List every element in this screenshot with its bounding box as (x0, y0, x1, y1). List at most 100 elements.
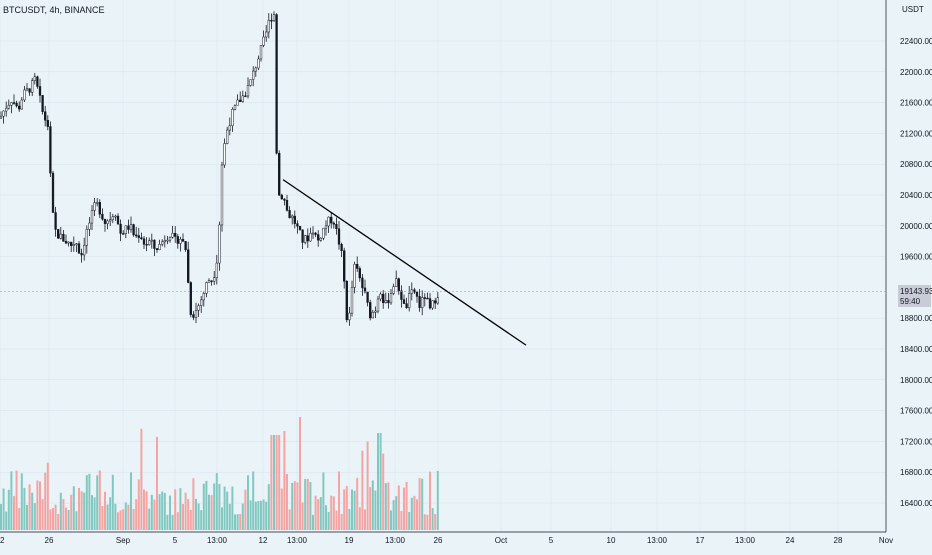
candle-body (343, 250, 346, 282)
volume-bar (247, 475, 249, 530)
volume-bar (262, 499, 265, 530)
price-tick-label: 21600.00 (900, 99, 932, 108)
volume-bar (306, 478, 309, 530)
candle-body (337, 228, 341, 245)
volume-bar (215, 473, 218, 530)
candle-body (327, 216, 330, 227)
volume-bar (436, 470, 439, 530)
candle-body (153, 239, 156, 249)
candle-body (434, 300, 437, 304)
candle-body (36, 76, 39, 87)
volume-bar (392, 500, 395, 530)
volume-bar (299, 416, 301, 530)
candle-body (233, 104, 237, 110)
volume-bar (221, 507, 223, 530)
volume-bar (252, 471, 255, 530)
price-axis-bg[interactable] (886, 0, 932, 550)
volume-bar (429, 471, 431, 530)
candle-body (109, 219, 112, 222)
price-axis-labels: 22400.00 22000.00 21600.00 21200.00 20800.00… (900, 37, 932, 508)
volume-bar (379, 433, 382, 530)
candle-body (379, 293, 382, 300)
candle-body (70, 241, 73, 246)
candle-body (72, 244, 75, 246)
time-axis-bg[interactable] (0, 532, 932, 550)
volume-bar (434, 514, 437, 530)
candle-body (200, 299, 203, 306)
candle-body (174, 232, 177, 237)
volume-bar (62, 498, 65, 530)
volume-bar (109, 497, 112, 530)
time-tick-label: 28 (834, 536, 843, 545)
candle-body (28, 88, 31, 93)
volume-bar (72, 486, 75, 530)
candle-body (353, 263, 356, 288)
candle-body (116, 215, 120, 225)
volume-bar (283, 431, 286, 530)
candle-body (236, 99, 239, 106)
volume-bar (91, 495, 93, 530)
candle-body (223, 143, 226, 166)
volume-bar (400, 510, 403, 530)
trendline[interactable] (282, 179, 527, 346)
candle-body (179, 239, 182, 244)
volume-bar (325, 505, 327, 530)
price-tick-label: 18000.00 (900, 376, 932, 385)
volume-bar (366, 441, 369, 530)
candle-body (189, 282, 192, 315)
candle-body (114, 215, 117, 218)
volume-bar (265, 501, 268, 530)
candle-body (387, 300, 390, 304)
volume-bar (351, 489, 353, 530)
candle-body (436, 297, 439, 304)
candle-body (207, 280, 211, 283)
time-tick-label: 5 (549, 536, 554, 545)
volume-bar (234, 514, 236, 530)
volume-bar (148, 508, 151, 530)
volume-bar (291, 482, 294, 530)
candle-body (311, 232, 315, 235)
candle-body (59, 233, 62, 239)
volume-bar (205, 480, 208, 530)
volume-bar (317, 499, 320, 530)
candle-body (415, 291, 419, 297)
volume-bar (387, 482, 390, 530)
volume-bar (377, 433, 379, 530)
candle-body (103, 218, 107, 224)
volume-bar (54, 504, 57, 530)
candle-body (215, 262, 218, 278)
candle-body (176, 236, 179, 244)
candle-body (366, 291, 369, 303)
volume-bar (249, 500, 252, 530)
candle-body (392, 286, 395, 294)
price-tick-label: 20000.00 (900, 222, 932, 231)
volume-bar (426, 514, 429, 530)
candle-body (111, 216, 114, 220)
volume-bar (44, 472, 47, 530)
candle-body (298, 225, 302, 231)
candle-body (280, 194, 283, 200)
volume-bar (257, 500, 260, 530)
volume-bar (130, 472, 132, 530)
volume-bar (338, 471, 340, 530)
candle-body (340, 243, 343, 251)
candle-body (54, 212, 57, 230)
volume-bar (189, 509, 192, 530)
candle-body (371, 312, 374, 319)
volume-bar (192, 478, 195, 530)
candle-body (75, 243, 78, 245)
candle-body (397, 278, 400, 292)
volume-bar (343, 489, 346, 530)
volume-bar (127, 504, 130, 530)
volume-bar (278, 435, 281, 530)
time-tick-label: 24 (786, 536, 795, 545)
candle-body (330, 216, 333, 224)
volume-bar (93, 497, 96, 530)
candle-body (306, 235, 309, 242)
volume-bar (314, 495, 317, 530)
time-axis-labels: 2 26 Sep 5 13:00 12 13:00 19 13:00 26 Oct 5 10 13:00 1… (0, 536, 893, 545)
time-tick-label: Nov (879, 536, 893, 545)
volume-bar (286, 474, 288, 530)
